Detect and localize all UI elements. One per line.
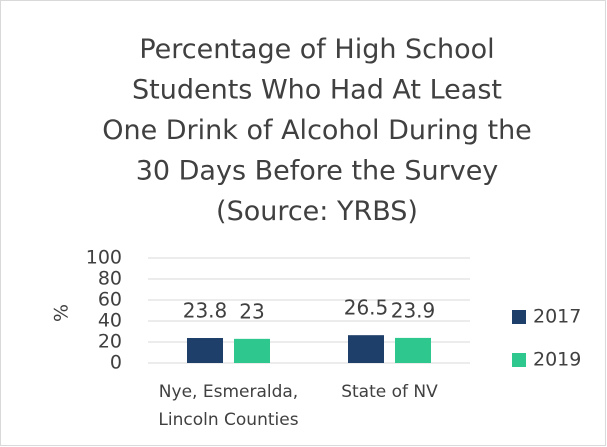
bar — [395, 337, 431, 363]
data-label: 26.5 — [344, 296, 389, 320]
x-tick-label: Nye, Esmeralda, Lincoln Counties — [158, 382, 298, 430]
y-tick-label: 80 — [98, 268, 122, 290]
legend-swatch — [512, 353, 526, 367]
bar — [187, 338, 223, 363]
y-tick-label: 0 — [110, 352, 122, 374]
data-label: 23.8 — [183, 299, 228, 323]
y-tick-label: 40 — [98, 310, 122, 332]
bar — [234, 338, 270, 363]
y-tick-label: 60 — [98, 289, 122, 311]
data-label: 23 — [239, 299, 264, 323]
legend-swatch — [512, 310, 526, 324]
legend-label: 2019 — [533, 349, 581, 371]
legend-label: 2017 — [533, 306, 581, 328]
chart-title: Percentage of High School Students Who Ha… — [102, 34, 532, 227]
y-tick-label: 20 — [98, 331, 122, 353]
data-label: 23.9 — [391, 298, 436, 322]
bar — [348, 335, 384, 363]
y-tick-label: 100 — [86, 247, 122, 269]
y-axis-label: % — [51, 304, 73, 322]
x-tick-label: State of NV — [341, 382, 438, 402]
